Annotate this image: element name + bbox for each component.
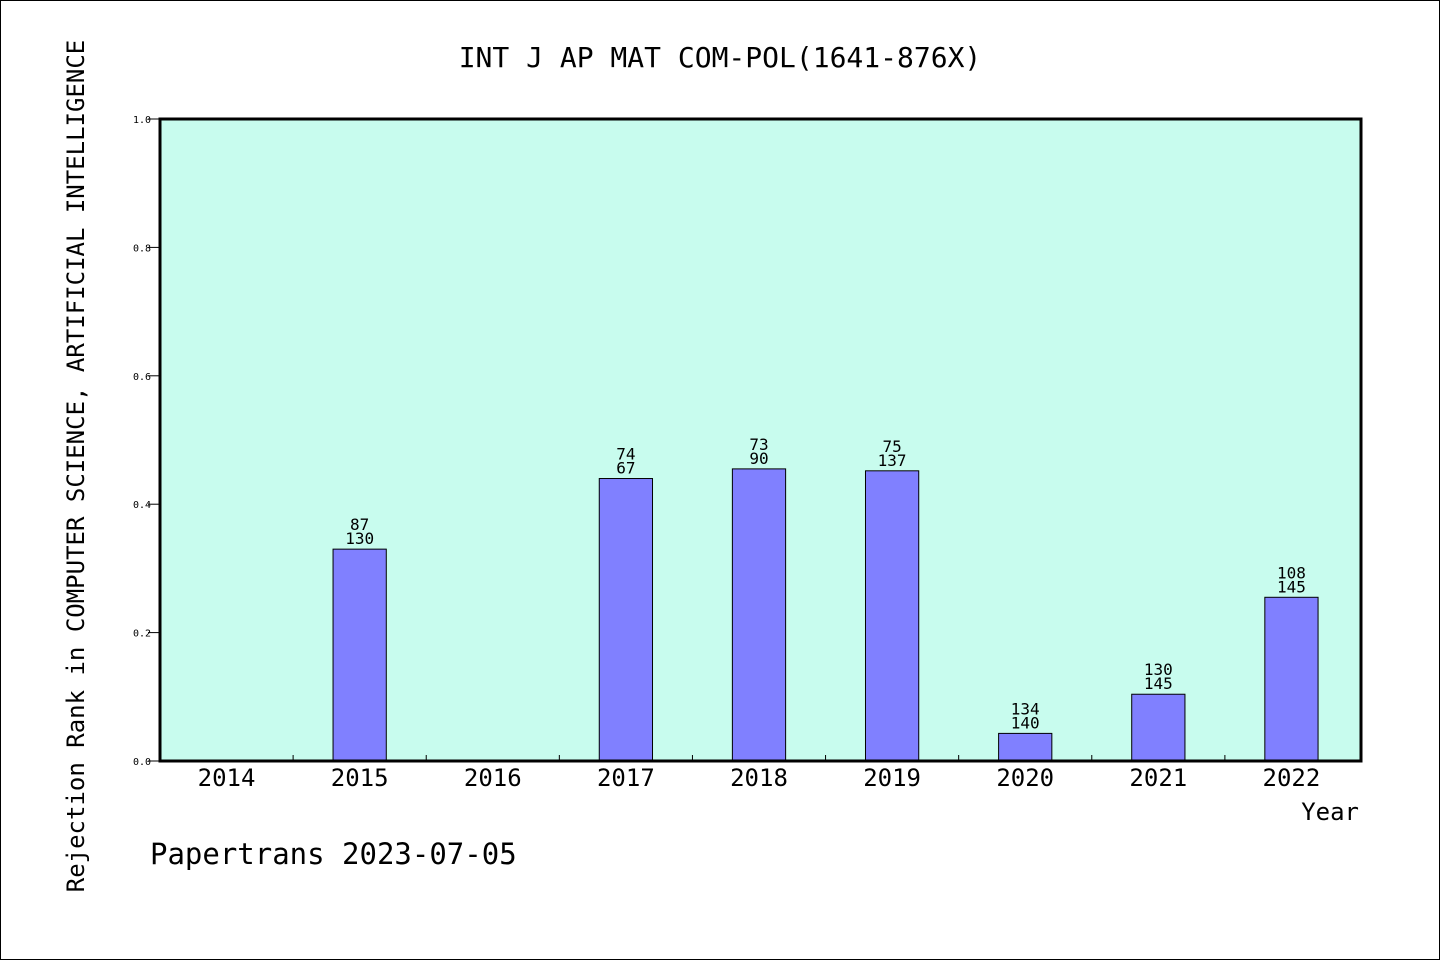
bar-label-bottom: 67 [616, 459, 635, 478]
x-tick-label: 2015 [331, 764, 389, 792]
x-axis-ticks: 2014 2015 2016 2017 2018 2019 2020 2021 2022 [198, 755, 1321, 792]
y-tick-label: 0.2 [133, 629, 151, 640]
bar-label-top: 130 [1144, 660, 1173, 679]
footer-date-stamp: Papertrans 2023-07-05 [150, 837, 517, 871]
plot-border [158, 117, 1363, 763]
bar-label-top: 87 [350, 515, 369, 534]
y-tick-label: 0.8 [133, 243, 151, 254]
bar-label-top: 108 [1277, 563, 1306, 582]
bar-label-bottom: 140 [1011, 713, 1040, 732]
bar-2021 [1131, 693, 1186, 762]
bar-2020 [998, 732, 1053, 762]
chart-title: INT J AP MAT COM-POL(1641-876X) [459, 41, 982, 74]
bar-label-bottom: 130 [345, 529, 374, 548]
y-tick-label: 0.4 [133, 500, 151, 511]
x-tick-label: 2016 [464, 764, 522, 792]
x-tick-label: 2017 [597, 764, 655, 792]
y-tick-label: 1.0 [133, 115, 151, 126]
bar-label-top: 134 [1011, 699, 1040, 718]
y-axis-title: Rejection Rank in COMPUTER SCIENCE, ARTI… [62, 40, 90, 893]
x-tick-label: 2018 [730, 764, 788, 792]
x-tick-label: 2022 [1263, 764, 1321, 792]
bar-label-bottom: 145 [1144, 674, 1173, 693]
bar-label-top: 75 [882, 437, 901, 456]
x-tick-label: 2020 [996, 764, 1054, 792]
bar-label-bottom: 137 [878, 451, 907, 470]
bar-label-top: 73 [749, 435, 768, 454]
bar-2019 [864, 470, 920, 762]
y-tick-label: 0.6 [133, 372, 151, 383]
bar-2015 [332, 548, 387, 762]
x-tick-label: 2021 [1129, 764, 1187, 792]
bar-2018 [731, 468, 787, 762]
y-tick-label: 0.0 [133, 757, 151, 768]
bar-label-bottom: 145 [1277, 577, 1306, 596]
bar-label-top: 74 [616, 445, 635, 464]
x-tick-label: 2014 [198, 764, 256, 792]
x-tick-label: 2019 [863, 764, 921, 792]
bar-2017 [598, 478, 654, 762]
bar-label-bottom: 90 [749, 449, 768, 468]
y-axis-ticks: 0.0 0.2 0.4 0.6 0.8 1.0 [133, 115, 160, 768]
x-axis-title: Year [1301, 798, 1359, 826]
bar-2022 [1264, 596, 1319, 762]
bars-group [332, 468, 1319, 762]
